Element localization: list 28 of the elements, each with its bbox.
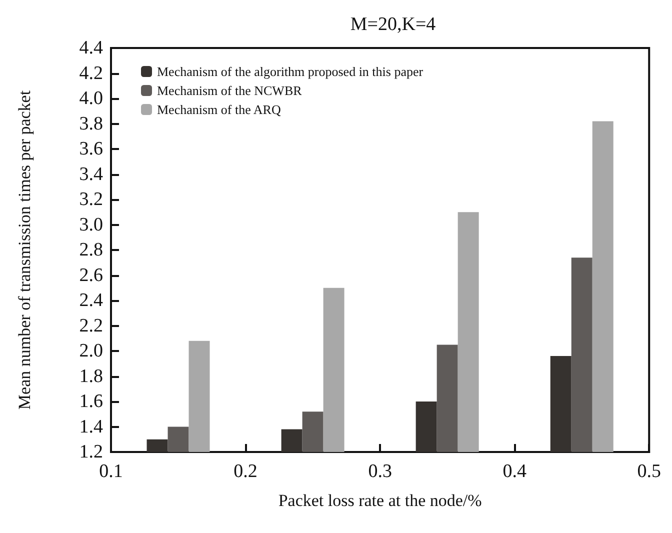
y-tick-label: 3.4 <box>79 164 104 185</box>
x-tick-label: 0.2 <box>234 461 258 482</box>
y-tick-label: 1.6 <box>79 391 103 412</box>
y-tick-label: 1.4 <box>79 416 104 438</box>
y-tick-label: 3.6 <box>79 138 103 160</box>
legend-label: Mechanism of the algorithm proposed in this paper <box>157 64 424 79</box>
x-tick-label: 0.5 <box>637 461 661 482</box>
y-tick-label: 4.4 <box>79 38 104 58</box>
chart-title: M=20,K=4 <box>350 14 436 35</box>
y-tick-label: 4.2 <box>79 62 103 84</box>
y-tick-label: 1.2 <box>79 442 103 462</box>
legend-label: Mechanism of the ARQ <box>157 102 282 117</box>
y-tick-label: 4.0 <box>79 88 103 109</box>
y-tick-label: 2.6 <box>79 264 103 286</box>
y-tick-label: 3.8 <box>79 113 103 134</box>
y-tick-label: 2.2 <box>79 315 103 336</box>
x-tick-label: 0.1 <box>99 461 123 482</box>
y-tick-label: 2.8 <box>79 240 103 260</box>
y-tick-label: 2.0 <box>79 340 103 362</box>
legend-label: Mechanism of the NCWBR <box>157 83 302 98</box>
y-axis-title: Mean number of transmission times per packet <box>15 90 34 410</box>
x-tick-label: 0.3 <box>368 461 392 482</box>
x-tick-label: 0.4 <box>502 461 527 482</box>
y-tick-label: 1.8 <box>79 366 103 387</box>
y-tick-label: 3.0 <box>79 214 103 236</box>
y-tick-label: 3.2 <box>79 189 103 210</box>
y-tick-label: 2.4 <box>79 290 104 311</box>
x-axis-title: Packet loss rate at the node/% <box>278 491 482 510</box>
